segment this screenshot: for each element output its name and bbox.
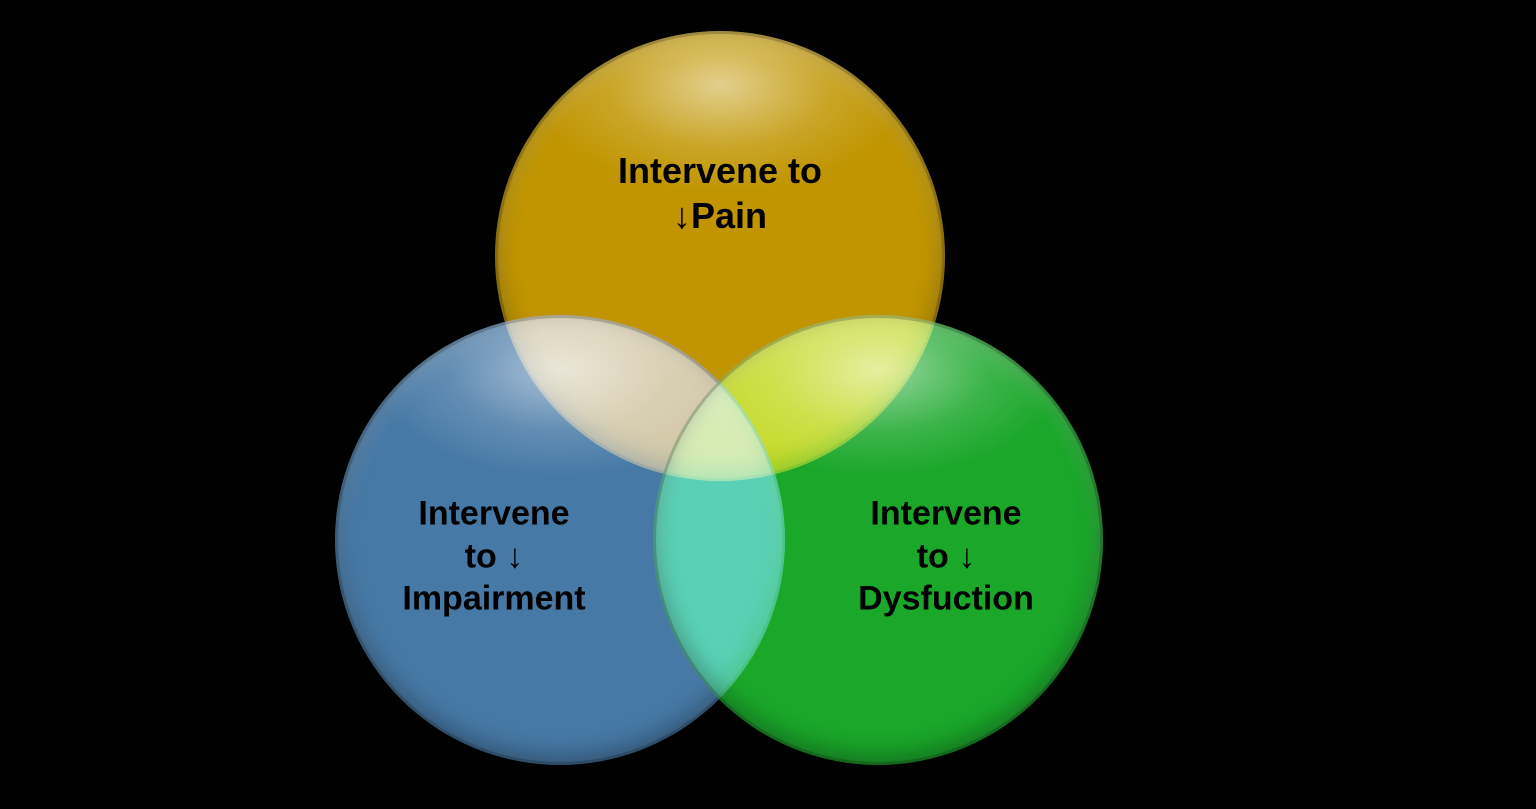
venn-diagram: Intervene to ↓Pain Intervene to ↓ Impair… [0, 0, 1536, 809]
venn-circle-right [653, 315, 1103, 765]
venn-circle-right-fill [653, 315, 1103, 765]
